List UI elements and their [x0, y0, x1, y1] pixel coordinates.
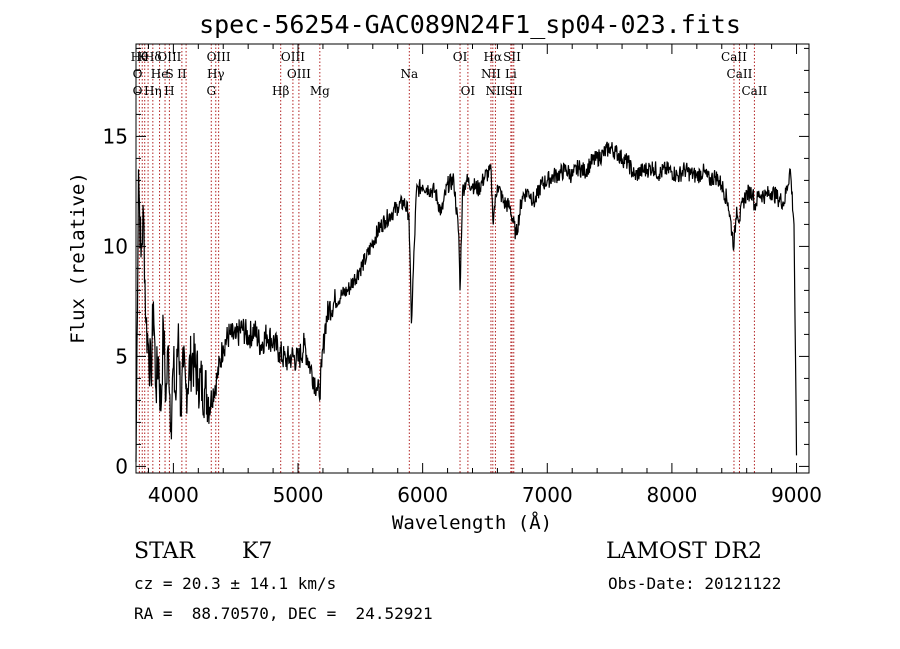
line-label-3: OIII — [157, 50, 181, 64]
object-subclass: K7 — [242, 539, 273, 564]
line-label-27: NII — [485, 84, 505, 98]
line-label-22: H — [164, 84, 174, 98]
line-label-0: Hθ — [131, 50, 149, 64]
line-label-12: S — [166, 67, 174, 81]
line-label-20: O — [133, 84, 143, 98]
line-label-5: OIII — [281, 50, 305, 64]
y-tick-label-1: 5 — [115, 344, 128, 368]
line-label-17: NII — [481, 67, 501, 81]
x-tick-label-4: 8000 — [646, 483, 697, 507]
y-tick-label-0: 0 — [115, 454, 128, 478]
spectral-line-markers — [138, 44, 755, 473]
line-label-19: CaII — [727, 67, 753, 81]
line-label-25: Mg — [310, 84, 330, 98]
x-tick-label-0: 4000 — [148, 483, 199, 507]
line-label-13: II — [177, 67, 187, 81]
line-label-11: He — [151, 67, 169, 81]
line-label-10: O — [133, 67, 143, 81]
chart-title: spec-56254-GAC089N24F1_sp04-023.fits — [199, 10, 741, 39]
line-label-14: Hγ — [207, 67, 225, 81]
line-label-8: SII — [503, 50, 521, 64]
line-label-1: K — [138, 50, 148, 64]
line-label-16: Na — [400, 67, 418, 81]
redshift-cz: cz = 20.3 ± 14.1 km/s — [134, 574, 337, 593]
survey-name: LAMOST DR2 — [606, 539, 762, 564]
observation-date: Obs-Date: 20121122 — [608, 574, 782, 593]
x-tick-label-1: 5000 — [273, 483, 324, 507]
spectrum-line — [135, 141, 798, 463]
object-class: STAR — [134, 539, 195, 564]
line-label-21: Hη — [144, 84, 162, 98]
line-label-24: Hβ — [272, 84, 289, 98]
line-label-26: OI — [461, 84, 476, 98]
axis-ticks: 4000 5000 6000 7000 8000 9000 0 5 10 15 — [103, 44, 822, 507]
line-label-4: OIII — [207, 50, 231, 64]
spectrum-series — [135, 141, 798, 463]
line-label-6: OI — [453, 50, 468, 64]
plot-frame — [135, 43, 810, 474]
x-axis-label: Wavelength (Å) — [392, 511, 552, 534]
line-label-7: Hα — [484, 50, 503, 64]
y-axis-label: Flux (relative) — [67, 172, 89, 344]
line-label-18: Li — [505, 67, 517, 81]
x-tick-label-5: 9000 — [771, 483, 822, 507]
y-tick-label-2: 10 — [103, 234, 128, 258]
line-label-28: SII — [505, 84, 523, 98]
y-tick-label-3: 15 — [103, 124, 128, 148]
line-label-23: G — [206, 84, 216, 98]
x-tick-label-3: 7000 — [522, 483, 573, 507]
line-label-29: CaII — [741, 84, 767, 98]
line-label-9: CaII — [721, 50, 747, 64]
x-tick-label-2: 6000 — [397, 483, 448, 507]
line-label-2: Hδ — [144, 50, 162, 64]
line-label-15: OIII — [287, 67, 311, 81]
ra-dec: RA = 88.70570, DEC = 24.52921 — [134, 604, 433, 623]
